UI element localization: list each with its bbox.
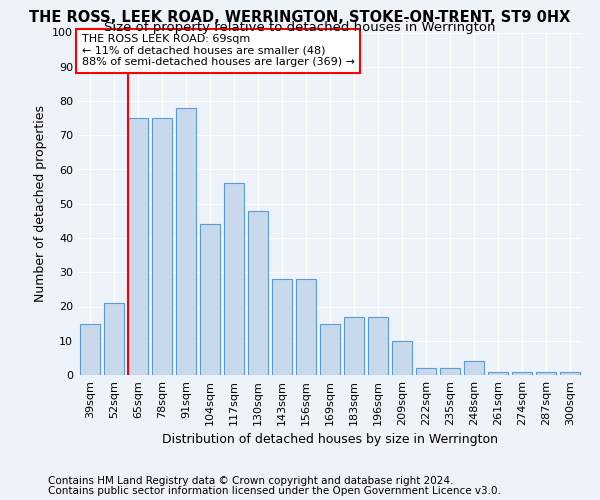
Text: THE ROSS, LEEK ROAD, WERRINGTON, STOKE-ON-TRENT, ST9 0HX: THE ROSS, LEEK ROAD, WERRINGTON, STOKE-O… <box>29 10 571 25</box>
Bar <box>80 324 100 375</box>
Bar <box>368 317 388 375</box>
Bar <box>224 183 244 375</box>
Text: Contains public sector information licensed under the Open Government Licence v3: Contains public sector information licen… <box>48 486 501 496</box>
Bar <box>512 372 532 375</box>
Bar <box>320 324 340 375</box>
Text: Size of property relative to detached houses in Werrington: Size of property relative to detached ho… <box>104 21 496 34</box>
X-axis label: Distribution of detached houses by size in Werrington: Distribution of detached houses by size … <box>162 434 498 446</box>
Bar <box>200 224 220 375</box>
Bar <box>272 279 292 375</box>
Y-axis label: Number of detached properties: Number of detached properties <box>34 106 47 302</box>
Text: THE ROSS LEEK ROAD: 69sqm
← 11% of detached houses are smaller (48)
88% of semi-: THE ROSS LEEK ROAD: 69sqm ← 11% of detac… <box>82 34 355 68</box>
Bar <box>176 108 196 375</box>
Bar <box>560 372 580 375</box>
Bar <box>128 118 148 375</box>
Bar <box>536 372 556 375</box>
Bar <box>104 303 124 375</box>
Bar <box>296 279 316 375</box>
Bar <box>488 372 508 375</box>
Bar <box>392 341 412 375</box>
Bar <box>344 317 364 375</box>
Bar <box>440 368 460 375</box>
Bar <box>152 118 172 375</box>
Bar <box>416 368 436 375</box>
Bar <box>464 362 484 375</box>
Text: Contains HM Land Registry data © Crown copyright and database right 2024.: Contains HM Land Registry data © Crown c… <box>48 476 454 486</box>
Bar <box>248 210 268 375</box>
